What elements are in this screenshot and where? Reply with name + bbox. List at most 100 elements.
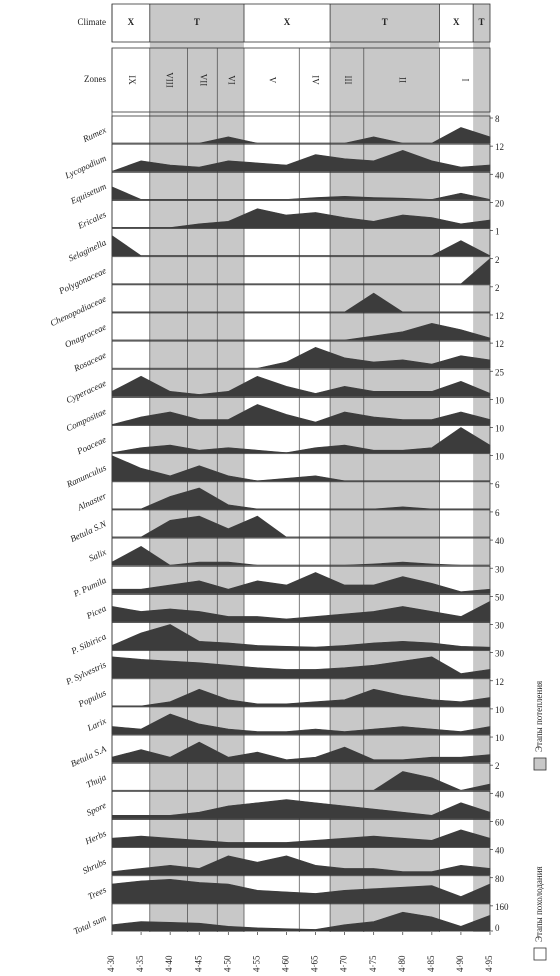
scale-label: 12 [495,142,504,152]
taxon-label: Ericales [75,209,108,231]
zones-label: Zones [84,74,106,84]
taxon-label: Thuja [84,772,108,790]
scale-label: 12 [495,677,504,687]
taxon-curve [112,487,490,510]
taxon-curve [111,404,491,425]
scale-label: 1 [495,227,500,237]
taxon-curve [112,208,491,228]
scale-label: 40 [495,846,505,856]
taxon-curve [111,150,491,172]
zone-text: IX [127,75,137,85]
taxon-label: Onagraceae [63,322,108,350]
taxon-label: P. Sylvestris [63,659,108,687]
taxon-label: Ranunculus [64,462,108,490]
scale-label: 10 [495,733,505,743]
taxon-curve [112,127,491,144]
scale-label: 10 [495,395,505,405]
legend-swatch [533,757,547,771]
taxon-curve [111,878,491,904]
taxon-label: Larix [85,716,108,734]
taxon-label: Compositae [65,406,108,433]
taxon-curve [111,799,491,819]
taxon-label: Lycopodium [62,153,108,181]
zone-text: III [343,76,353,85]
taxon-curve [111,713,491,735]
taxon-label: Equisetum [68,181,108,207]
scale-label: 60 [495,818,505,828]
taxon-label: Picea [84,603,108,621]
taxon-curve [111,235,491,256]
depth-label: 4·65 [310,955,320,972]
taxon-curve [111,546,490,566]
taxon-label: Spore [85,800,108,818]
scale-label: 0 [495,923,500,933]
depth-label: 4·40 [164,955,174,972]
zone-text: I [461,79,471,82]
scale-label: 10 [495,424,505,434]
climate-text: X [453,17,460,27]
scale-label: 50 [495,592,505,602]
scale-label: 80 [495,874,505,884]
depth-label: 4·85 [426,955,436,972]
depth-label: 4·55 [251,955,261,972]
climate-text: T [194,17,200,27]
taxon-curve [111,375,491,397]
scale-label: 30 [495,564,505,574]
taxon-label: Total sum [72,912,108,936]
taxon-curve [112,292,490,313]
scale-label: 20 [495,198,505,208]
scale-label: 30 [495,649,505,659]
legend-swatch [533,947,547,961]
taxon-label: Rosaceae [71,350,107,374]
zone-text: V [268,77,278,84]
zone-text: IV [311,75,321,85]
taxon-label: Herbs [83,828,109,847]
taxon-label: Alnaster [75,490,108,513]
scale-label: 40 [495,170,505,180]
climate-text: T [479,17,485,27]
scale-label: 8 [495,114,500,124]
taxon-curve [111,427,491,453]
taxon-label: P. Pumila [71,575,108,599]
legend-label: Этапы похолодания [534,866,544,942]
taxon-curve [111,656,491,679]
depth-label: 4·75 [368,955,378,972]
taxon-label: Betula S.N [69,518,109,544]
scale-label: 6 [495,480,500,490]
taxon-curve [111,911,491,932]
legend-label: Этапы потепления [534,681,544,752]
scale-label: 160 [495,902,509,912]
scale-label: 25 [495,367,505,377]
depth-label: 4·90 [455,955,465,972]
taxon-curve [111,186,491,200]
climate-label: Climate [78,17,107,27]
taxon-curve [112,688,491,707]
zone-text: VII [198,74,208,87]
depth-label: 4·45 [193,955,203,972]
depth-label: 4·70 [339,955,349,972]
taxon-curve [111,600,491,622]
depth-label: 4·50 [222,955,232,972]
taxon-label: Poaceae [75,434,108,457]
zone-text: VI [227,75,237,85]
taxon-curve [111,455,490,482]
taxon-curve [111,855,491,876]
scale-label: 12 [495,339,504,349]
taxon-curve [111,624,491,650]
scale-label: 2 [495,283,500,293]
scale-label: 40 [495,789,505,799]
taxon-curve [112,323,491,341]
depth-label: 4·95 [484,955,494,972]
taxon-label: Salix [87,547,108,564]
scale-label: 6 [495,508,500,518]
taxon-curve [111,829,491,847]
scale-label: 10 [495,705,505,715]
taxon-label: Polygonaceae [56,265,107,296]
taxon-curve [112,346,491,369]
taxon-label: Trees [86,884,108,901]
scale-label: 10 [495,452,505,462]
taxon-label: Betula S.A [69,744,108,769]
taxon-label: Cyperaceae [65,378,108,405]
taxon-label: Rumex [80,125,107,145]
